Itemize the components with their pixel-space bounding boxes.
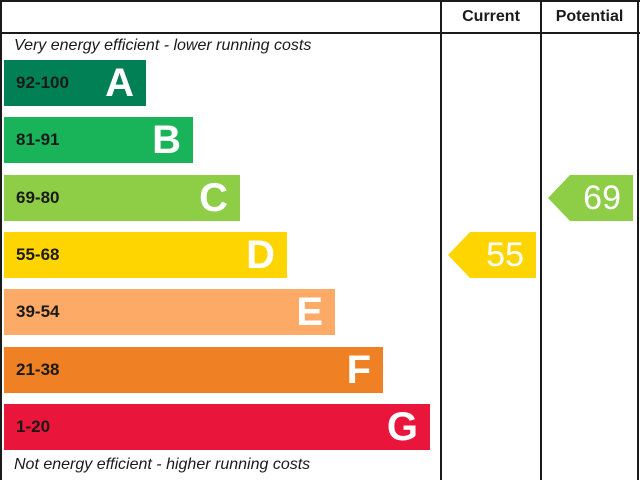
current-arrow-shape xyxy=(448,231,536,278)
band-b-range: 81-91 xyxy=(16,130,60,150)
current-rating-marker: 55 xyxy=(448,231,536,278)
band-e-range: 39-54 xyxy=(16,302,60,322)
band-g-range: 1-20 xyxy=(16,416,51,436)
right-border xyxy=(637,0,639,480)
band-a: 92-100 A xyxy=(4,60,146,106)
band-a-range: 92-100 xyxy=(16,73,69,92)
band-f: 21-38 F xyxy=(4,346,383,393)
band-d-letter: D xyxy=(246,232,275,277)
bottom-caption: Not energy efficient - higher running co… xyxy=(14,456,311,473)
top-caption: Very energy efficient - lower running co… xyxy=(14,37,312,54)
band-c-letter: C xyxy=(199,175,228,220)
potential-rating-value: 69 xyxy=(583,178,621,217)
band-f-letter: F xyxy=(346,347,371,392)
current-column-header: Current xyxy=(462,8,520,25)
band-e-letter: E xyxy=(296,290,323,335)
band-g-letter: G xyxy=(386,404,418,449)
band-a-letter: A xyxy=(105,61,134,105)
band-e: 39-54 E xyxy=(4,289,335,336)
header-divider xyxy=(0,32,640,34)
potential-arrow-shape xyxy=(548,174,633,221)
band-c-range: 69-80 xyxy=(16,187,60,207)
left-border xyxy=(0,0,2,480)
band-b-letter: B xyxy=(152,118,181,163)
current-rating-value: 55 xyxy=(486,235,524,274)
current-arrow-polygon xyxy=(448,231,536,278)
band-b: 81-91 B xyxy=(4,117,193,164)
band-d-range: 55-68 xyxy=(16,244,60,264)
potential-column-divider xyxy=(540,0,542,480)
band-c: 69-80 C xyxy=(4,174,240,221)
potential-arrow-polygon xyxy=(548,174,633,221)
band-f-range: 21-38 xyxy=(16,359,60,379)
top-border xyxy=(0,0,640,2)
potential-rating-marker: 69 xyxy=(548,174,633,221)
band-d: 55-68 D xyxy=(4,231,287,278)
potential-column-header: Potential xyxy=(555,8,624,25)
current-column-divider xyxy=(440,0,442,480)
band-g: 1-20 G xyxy=(4,403,430,450)
